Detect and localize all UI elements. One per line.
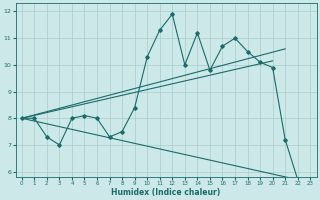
X-axis label: Humidex (Indice chaleur): Humidex (Indice chaleur)	[111, 188, 221, 197]
